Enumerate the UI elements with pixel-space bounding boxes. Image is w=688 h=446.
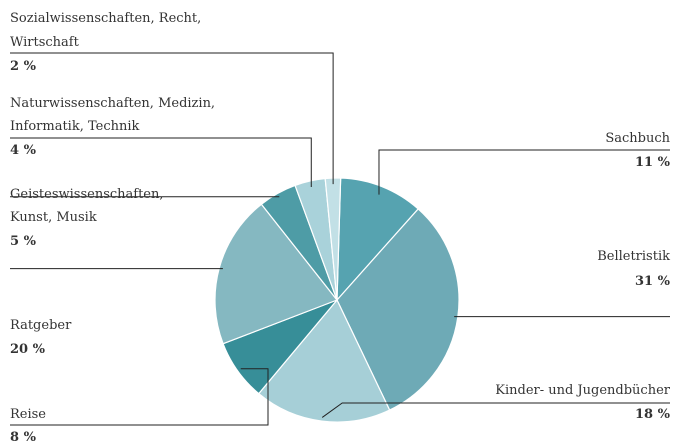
slice-sachbuch (336, 177, 420, 302)
value-ratgeber: 20 % (10, 342, 46, 357)
slice-belletristik (336, 208, 460, 411)
value-belletristik: 31 % (635, 274, 671, 289)
leader-line-sachbuch (378, 149, 670, 195)
label-naturwissenschaften-line-2: Informatik, Technik (10, 119, 140, 134)
leader-lines (10, 52, 670, 426)
value-naturwissenschaften: 4 % (10, 143, 37, 158)
label-reise: Reise (10, 407, 46, 422)
pie-slices (214, 177, 460, 423)
value-kinder-jugendbuecher: 18 % (635, 407, 671, 422)
leader-line-naturwissenschaften (10, 137, 312, 187)
label-kinder-jugendbuecher: Kinder- und Jugendbücher (495, 383, 671, 398)
slice-ratgeber (214, 203, 338, 345)
label-belletristik: Belletristik (597, 249, 670, 264)
value-sachbuch: 11 % (635, 155, 671, 170)
value-geisteswissenschaften: 5 % (10, 234, 37, 249)
label-sozialwissenschaften-line-2: Wirtschaft (10, 35, 80, 50)
value-sozialwissenschaften: 2 % (10, 59, 37, 74)
label-geisteswissenschaften-line-1: Geisteswissenschaften, (10, 187, 164, 202)
leader-line-kinder-jugendbuecher (321, 402, 670, 418)
label-sachbuch: Sachbuch (605, 131, 670, 146)
label-sozialwissenschaften-line-1: Sozialwissenschaften, Recht, (10, 11, 201, 26)
leader-line-reise (10, 368, 269, 426)
leader-line-sozialwissenschaften (10, 52, 334, 185)
value-reise: 8 % (10, 430, 37, 445)
label-ratgeber: Ratgeber (10, 318, 72, 333)
label-geisteswissenschaften-line-2: Kunst, Musik (10, 210, 97, 225)
label-naturwissenschaften-line-1: Naturwissenschaften, Medizin, (10, 96, 215, 111)
